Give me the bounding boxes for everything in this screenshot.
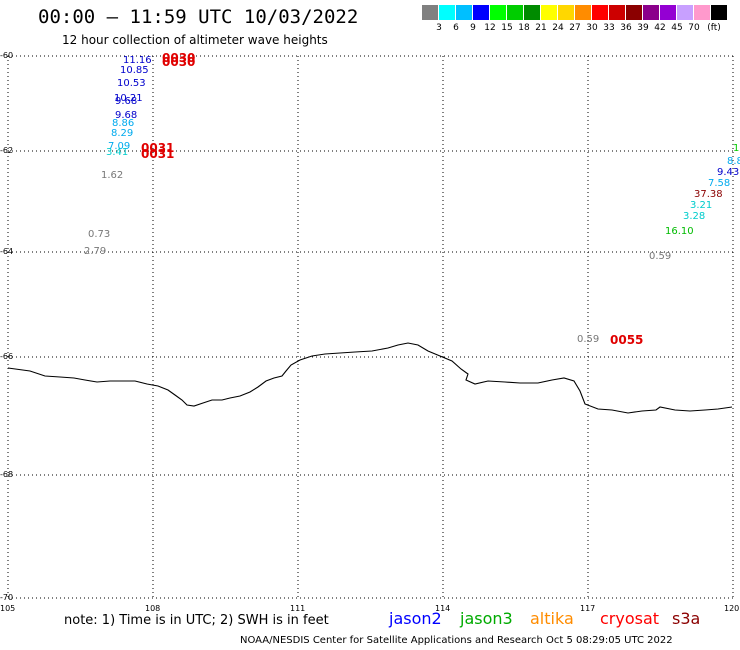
pass-time-label: 0030 <box>162 51 196 65</box>
satellite-altika: altika <box>530 609 574 628</box>
legend-swatch <box>439 5 456 20</box>
wave-height-value: 3.28 <box>683 211 706 222</box>
legend-swatch <box>456 5 473 20</box>
legend-swatch <box>677 5 694 20</box>
footer-note: note: 1) Time is in UTC; 2) SWH is in fe… <box>64 613 329 628</box>
legend-swatch <box>592 5 609 20</box>
legend-label: 27 <box>569 23 581 33</box>
wave-height-value: 8.8 <box>727 156 740 167</box>
latitude-label: -70 <box>0 593 14 602</box>
wave-height-value: 7.09 <box>108 141 131 152</box>
wave-height-value: 1 <box>733 143 740 154</box>
pass-time-label: 0031 <box>141 147 175 161</box>
latitude-label: -64 <box>0 247 14 256</box>
pass-time-label: 0030 <box>162 55 196 69</box>
wave-height-value: 2.79 <box>84 246 107 257</box>
longitude-label: 108 <box>145 604 161 613</box>
legend-label: 18 <box>518 23 530 33</box>
wave-height-value: 8.29 <box>111 128 134 139</box>
latitude-label: -62 <box>0 146 14 155</box>
wave-height-value: 8.86 <box>112 118 135 129</box>
longitude-label: 111 <box>290 604 306 613</box>
legend-swatch <box>575 5 592 20</box>
wave-height-value: 3.41 <box>106 147 129 158</box>
legend-label: 15 <box>501 23 513 33</box>
satellite-jason3: jason3 <box>460 609 513 628</box>
legend-label: 70 <box>688 23 700 33</box>
latitude-label: -68 <box>0 470 14 479</box>
wave-height-value: 0.73 <box>88 229 111 240</box>
lat-lon-grid <box>7 55 734 600</box>
legend-swatch <box>524 5 541 20</box>
legend-label: 36 <box>620 23 632 33</box>
pass-time-label: 0055 <box>610 333 644 347</box>
legend-label: 39 <box>637 23 649 33</box>
legend-swatch <box>660 5 677 20</box>
legend-swatch <box>609 5 626 20</box>
satellite-s3a: s3a <box>672 609 701 628</box>
wave-height-value: 10.85 <box>120 65 149 76</box>
wave-height-value: 10.21 <box>114 93 143 104</box>
wave-height-value: 11.16 <box>123 55 152 66</box>
legend-swatch <box>711 5 728 20</box>
legend-swatch <box>473 5 490 20</box>
legend-label: 12 <box>484 23 496 33</box>
legend-label: 24 <box>552 23 564 33</box>
legend-label: 6 <box>453 23 459 33</box>
legend-swatch <box>626 5 643 20</box>
wave-height-value: 0.59 <box>649 251 672 262</box>
legend-label: 45 <box>671 23 683 33</box>
satellite-cryosat: cryosat <box>600 609 660 628</box>
legend-swatch <box>507 5 524 20</box>
legend-label: 33 <box>603 23 615 33</box>
satellite-jason2: jason2 <box>389 609 442 628</box>
legend-swatch <box>694 5 711 20</box>
legend-swatch <box>422 5 439 20</box>
legend-swatch <box>558 5 575 20</box>
wave-height-value: 9.68 <box>115 110 138 121</box>
longitude-label: 105 <box>0 604 16 613</box>
antarctic-coastline <box>7 342 733 414</box>
longitude-label: 120 <box>724 604 740 613</box>
wave-height-value: 7.58 <box>708 178 731 189</box>
wave-height-value: 0.59 <box>577 334 600 345</box>
page-subtitle: 12 hour collection of altimeter wave hei… <box>62 33 328 47</box>
legend-label: 30 <box>586 23 598 33</box>
legend-label: 3 <box>436 23 442 33</box>
wave-height-value: 3.21 <box>690 200 713 211</box>
legend-swatch <box>490 5 507 20</box>
legend-label: 42 <box>654 23 666 33</box>
longitude-label: 114 <box>435 604 451 613</box>
legend-label: (ft) <box>707 23 721 33</box>
legend-label: 21 <box>535 23 547 33</box>
latitude-label: -66 <box>0 352 14 361</box>
legend-swatch <box>541 5 558 20</box>
wave-height-value: 37.38 <box>694 189 723 200</box>
page-title: 00:00 – 11:59 UTC 10/03/2022 <box>38 6 359 28</box>
legend-label: 9 <box>470 23 476 33</box>
footer-credit: NOAA/NESDIS Center for Satellite Applica… <box>240 635 673 646</box>
longitude-label: 117 <box>580 604 596 613</box>
wave-height-value: 1.62 <box>101 170 124 181</box>
wave-height-value: 16.10 <box>665 226 694 237</box>
latitude-label: -60 <box>0 51 14 60</box>
wave-height-value: 10.53 <box>117 78 146 89</box>
pass-time-label: 0031 <box>141 141 175 155</box>
legend-swatch <box>643 5 660 20</box>
wave-height-value: 9.68 <box>115 96 138 107</box>
wave-height-value: 9.43 <box>717 167 740 178</box>
